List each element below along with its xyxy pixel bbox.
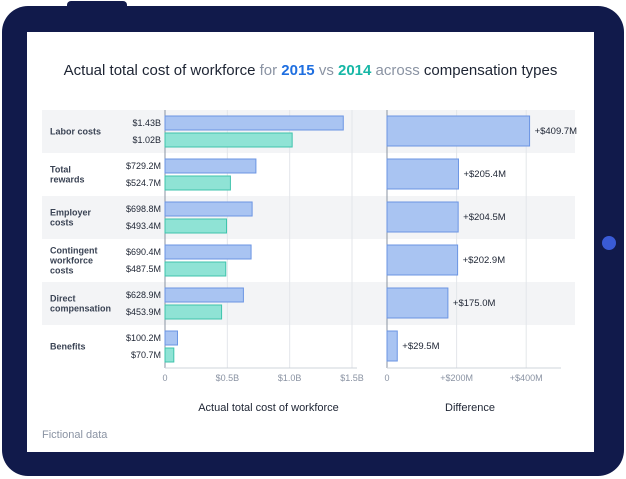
bar-2015 xyxy=(164,158,257,174)
category-label: workforce xyxy=(49,256,93,266)
bar-2015 xyxy=(164,330,178,346)
difference-bar xyxy=(386,330,398,362)
diff-xtick-label: 0 xyxy=(384,373,389,383)
difference-bar xyxy=(386,287,449,319)
title-part-5: compensation types xyxy=(423,62,558,79)
main-xtick-label: $1.0B xyxy=(278,373,302,383)
dashboard-screen: Actual total cost of workforce for 2015 … xyxy=(27,32,594,452)
bar-2015 xyxy=(164,287,244,303)
value-label-2014: $1.02B xyxy=(132,135,161,145)
bar-2014 xyxy=(164,304,223,320)
category-label: Total xyxy=(50,165,71,175)
row-band xyxy=(42,196,575,239)
value-label-2015: $690.4M xyxy=(126,247,161,257)
value-label-2014: $70.7M xyxy=(131,350,161,360)
bar-2014 xyxy=(164,261,227,277)
difference-bar xyxy=(386,158,459,190)
main-xtick-label: $0.5B xyxy=(216,373,240,383)
category-label: Labor costs xyxy=(50,127,101,137)
title-year-2015: 2015 xyxy=(281,62,315,79)
difference-label: +$202.9M xyxy=(463,255,506,266)
bar-2015 xyxy=(164,115,344,131)
difference-bar xyxy=(386,244,459,276)
difference-label: +$204.5M xyxy=(463,212,506,223)
category-label: costs xyxy=(50,218,74,228)
difference-bar xyxy=(386,201,459,233)
title-part-1: Actual total cost of workforce xyxy=(63,62,256,79)
value-label-2014: $453.9M xyxy=(126,307,161,317)
difference-bar xyxy=(386,115,531,147)
difference-label: +$205.4M xyxy=(463,169,506,180)
category-label: costs xyxy=(50,266,74,276)
bar-2015 xyxy=(164,201,253,217)
value-label-2015: $729.2M xyxy=(126,161,161,171)
value-label-2015: $100.2M xyxy=(126,333,161,343)
value-label-2014: $493.4M xyxy=(126,221,161,231)
category-label: rewards xyxy=(50,175,85,185)
bar-2014 xyxy=(164,132,293,148)
title-year-2014: 2014 xyxy=(338,62,372,79)
title-part-4: across xyxy=(375,62,420,79)
difference-label: +$29.5M xyxy=(402,341,439,352)
main-axis-title: Actual total cost of workforce xyxy=(198,402,339,414)
bar-2014 xyxy=(164,175,231,191)
value-label-2014: $487.5M xyxy=(126,264,161,274)
bar-2015 xyxy=(164,244,252,260)
row-band xyxy=(42,282,575,325)
bar-2014 xyxy=(164,347,175,363)
title-part-3: vs xyxy=(318,62,334,79)
home-button[interactable] xyxy=(602,236,616,250)
chart-area: 0 $0.5B $1.0B $1.5B 0 +$200M +$400M Labor costs… xyxy=(42,110,578,414)
value-label-2014: $524.7M xyxy=(126,178,161,188)
category-label: Benefits xyxy=(50,342,86,352)
bar-2014 xyxy=(164,218,228,234)
diff-axis-title: Difference xyxy=(445,402,495,414)
value-label-2015: $1.43B xyxy=(132,118,161,128)
footnote: Fictional data xyxy=(42,429,108,441)
diff-xtick-label: +$200M xyxy=(440,373,473,383)
main-xtick-label: $1.5B xyxy=(340,373,364,383)
difference-label: +$409.7M xyxy=(535,126,578,137)
difference-label: +$175.0M xyxy=(453,298,496,309)
category-label: Contingent xyxy=(50,246,98,256)
category-label: compensation xyxy=(50,304,111,314)
value-label-2015: $698.8M xyxy=(126,204,161,214)
value-label-2015: $628.9M xyxy=(126,290,161,300)
main-xtick-label: 0 xyxy=(162,373,167,383)
category-label: Direct xyxy=(50,294,76,304)
diff-xtick-label: +$400M xyxy=(510,373,543,383)
chart-title: Actual total cost of workforce for 2015 … xyxy=(27,62,594,79)
title-part-2: for xyxy=(259,62,278,79)
category-label: Employer xyxy=(50,208,92,218)
